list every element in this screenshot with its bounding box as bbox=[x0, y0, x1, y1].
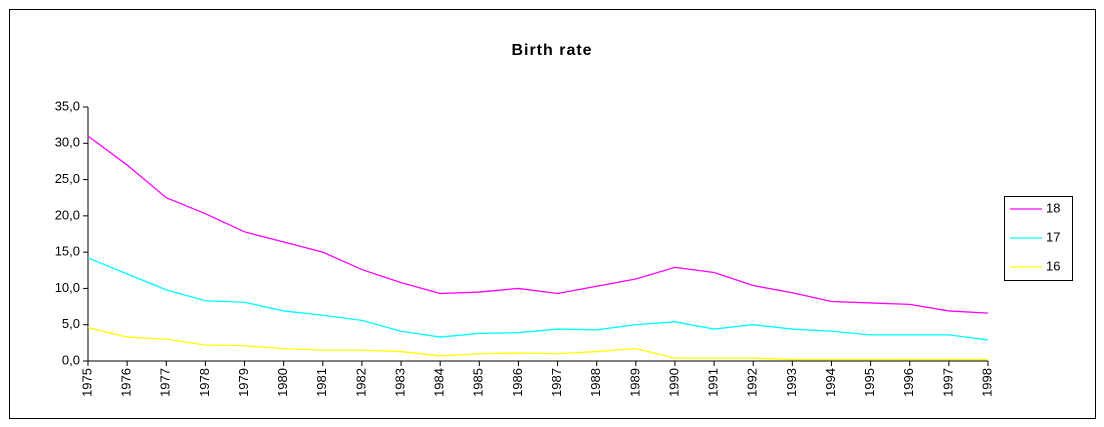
chart-border bbox=[9, 9, 1096, 419]
x-tick-label: 1993 bbox=[784, 368, 799, 397]
y-tick-label: 20,0 bbox=[55, 207, 80, 222]
x-tick-label: 1996 bbox=[901, 368, 916, 397]
x-tick-label: 1990 bbox=[666, 368, 681, 397]
y-tick-label: 10,0 bbox=[55, 280, 80, 295]
y-tick-label: 5,0 bbox=[62, 316, 80, 331]
legend-label: 17 bbox=[1046, 229, 1060, 244]
x-tick-label: 1978 bbox=[197, 368, 212, 397]
line-series bbox=[87, 257, 989, 341]
x-tick-label: 1986 bbox=[510, 368, 525, 397]
x-tick-label: 1989 bbox=[627, 368, 642, 397]
y-tick-label: 30,0 bbox=[55, 135, 80, 150]
x-tick-label: 1981 bbox=[314, 368, 329, 397]
x-tick-label: 1976 bbox=[119, 368, 134, 397]
x-tick-label: 1992 bbox=[745, 368, 760, 397]
x-tick-label: 1994 bbox=[823, 368, 838, 397]
x-tick-label: 1995 bbox=[862, 368, 877, 397]
x-tick-label: 1998 bbox=[979, 368, 994, 397]
x-tick-label: 1983 bbox=[392, 368, 407, 397]
x-tick-label: 1982 bbox=[353, 368, 368, 397]
y-tick-label: 0,0 bbox=[62, 352, 80, 367]
line-series bbox=[87, 326, 988, 361]
x-tick-label: 1977 bbox=[158, 368, 173, 397]
legend-label: 16 bbox=[1046, 258, 1060, 273]
y-tick-label: 25,0 bbox=[55, 171, 80, 186]
x-tick-label: 1979 bbox=[236, 368, 251, 397]
x-tick-label: 1985 bbox=[471, 368, 486, 397]
line-series bbox=[87, 135, 989, 314]
chart-title: Birth rate bbox=[511, 42, 592, 59]
x-tick-label: 1975 bbox=[79, 368, 94, 397]
y-tick-label: 15,0 bbox=[55, 244, 80, 259]
legend-label: 18 bbox=[1046, 200, 1060, 215]
x-tick-label: 1988 bbox=[588, 368, 603, 397]
x-tick-label: 1980 bbox=[275, 368, 290, 397]
x-tick-label: 1991 bbox=[706, 368, 721, 397]
x-tick-label: 1997 bbox=[940, 368, 955, 397]
x-tick-label: 1987 bbox=[549, 368, 564, 397]
y-tick-label: 35,0 bbox=[55, 98, 80, 113]
x-tick-label: 1984 bbox=[432, 368, 447, 397]
